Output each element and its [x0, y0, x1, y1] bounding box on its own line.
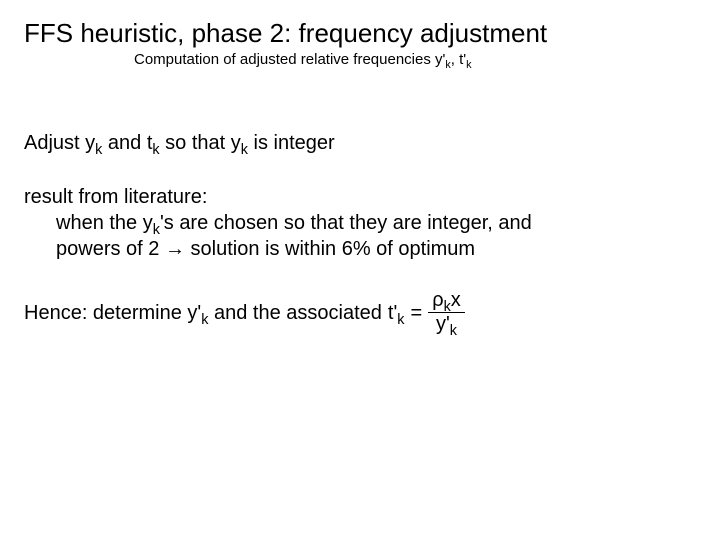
- formula-lhs: t'k: [388, 300, 405, 326]
- s: k: [241, 142, 248, 158]
- line-result-2: powers of 2 → solution is within 6% of o…: [24, 236, 696, 262]
- t: is integer: [248, 132, 335, 154]
- t: 's are chosen so that they are integer, …: [160, 212, 532, 234]
- slide-title: FFS heuristic, phase 2: frequency adjust…: [24, 18, 696, 49]
- t: so that y: [160, 132, 241, 154]
- slide: FFS heuristic, phase 2: frequency adjust…: [0, 0, 720, 540]
- fraction-numerator: ρkx: [428, 290, 465, 311]
- t: when the y: [56, 212, 153, 234]
- subtitle-pre: Computation of adjusted relative frequen…: [134, 51, 445, 68]
- para-result: result from literature: when the yk's ar…: [24, 184, 696, 262]
- t: Hence: determine y': [24, 302, 201, 324]
- arrow-icon: →: [165, 238, 185, 260]
- subtitle-sub2: k: [466, 59, 471, 71]
- t: ρ: [432, 289, 443, 311]
- equals-sign: =: [411, 300, 423, 326]
- s: k: [152, 142, 159, 158]
- t: y': [436, 313, 450, 335]
- title-text: FFS heuristic, phase 2: frequency adjust…: [24, 18, 547, 48]
- t: and the associated: [208, 302, 381, 324]
- line-adjust: Adjust yk and tk so that yk is integer: [24, 130, 696, 156]
- hence-text: Hence: determine y'k and the associated: [24, 300, 382, 326]
- t: x: [451, 289, 461, 311]
- t: solution is within 6% of optimum: [185, 238, 475, 260]
- slide-subtitle: Computation of adjusted relative frequen…: [24, 51, 696, 68]
- fraction-denominator: y'k: [432, 314, 461, 335]
- t: and t: [102, 132, 152, 154]
- fraction: ρkx y'k: [428, 290, 465, 335]
- t: powers of 2: [56, 238, 165, 260]
- s: k: [397, 312, 404, 328]
- subtitle-mid: , t': [451, 51, 466, 68]
- line-hence: Hence: determine y'k and the associated …: [24, 290, 696, 335]
- t: t': [388, 302, 397, 324]
- line-result-intro: result from literature:: [24, 184, 696, 210]
- line-result-1: when the yk's are chosen so that they ar…: [24, 210, 696, 236]
- formula: t'k = ρkx y'k: [388, 290, 465, 335]
- t: Adjust y: [24, 132, 95, 154]
- s: k: [450, 323, 457, 339]
- slide-body: Adjust yk and tk so that yk is integer r…: [24, 130, 696, 335]
